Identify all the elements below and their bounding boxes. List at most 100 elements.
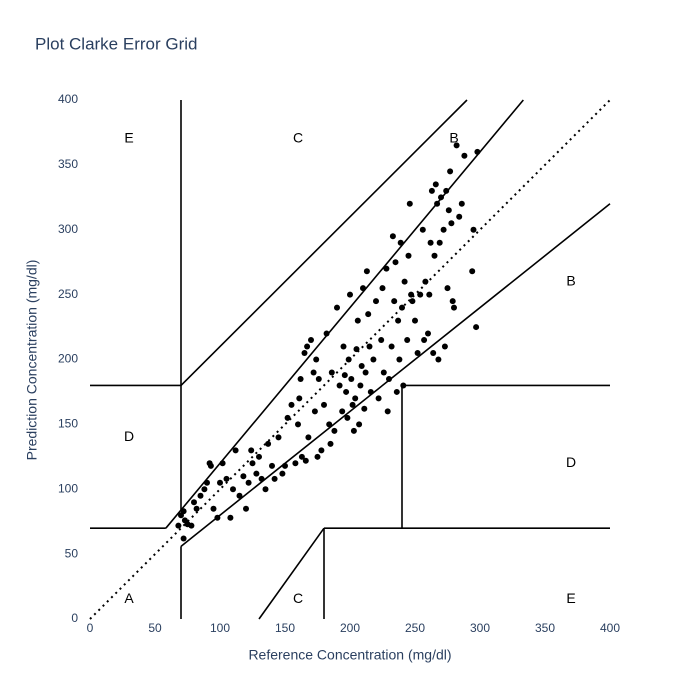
point [404,337,411,344]
point [358,362,365,369]
point [321,401,327,408]
y-tick-label: 300 [58,222,78,236]
point [432,181,439,188]
point [282,462,288,469]
point [279,470,286,477]
x-axis-title: Reference Concentration (mg/dl) [248,647,451,663]
zone-boundary [180,203,611,547]
x-tick-label: 150 [275,621,295,635]
point [445,207,452,214]
point [401,278,408,285]
point [249,460,256,467]
point [275,434,282,441]
x-tick-label: 200 [340,621,360,635]
point [243,505,249,512]
point [256,453,262,460]
point [393,388,400,395]
point [426,291,433,298]
point [360,285,366,292]
x-tick-label: 350 [535,621,555,635]
point [431,252,438,259]
point [302,457,309,464]
y-tick-label: 350 [58,157,78,171]
point [227,514,234,521]
point [425,330,431,337]
point [265,440,272,447]
point [373,298,379,305]
x-tick-label: 250 [405,621,425,635]
zone-label: B [566,272,575,288]
point [474,148,481,155]
point [301,350,308,357]
point [230,486,236,493]
point [204,479,210,486]
point [384,408,391,415]
point [315,375,322,382]
y-axis-title: Prediction Concentration (mg/dl) [24,260,40,461]
point [292,460,299,467]
point [451,304,457,311]
point [311,408,318,415]
point [389,233,396,240]
point [375,395,382,402]
point [344,414,351,421]
point [441,343,448,350]
point [339,408,346,415]
point [378,337,385,344]
point [308,337,314,344]
point [348,375,355,382]
point [214,514,221,521]
point [396,356,403,363]
point [440,226,447,233]
point [341,372,348,379]
point [207,462,214,469]
y-tick-label: 50 [65,546,79,560]
point [258,475,265,482]
y-tick-label: 150 [58,417,78,431]
point [388,343,395,350]
x-tick-label: 0 [87,621,94,635]
point [248,447,255,454]
point [328,369,335,376]
y-tick-label: 0 [71,611,78,625]
point [284,414,291,421]
y-tick-label: 200 [58,352,78,366]
point [193,505,200,512]
point [295,421,301,428]
point [352,395,359,402]
point [438,194,444,201]
point [380,369,387,376]
y-tick-label: 400 [58,92,78,106]
point [370,356,377,363]
point [347,291,353,298]
point [461,152,468,159]
point [201,486,208,493]
zone-label: E [566,590,575,606]
point [458,200,465,207]
point [223,475,230,482]
point [323,330,330,337]
point [453,142,460,149]
point [188,522,195,529]
point [444,285,451,292]
point [318,447,325,454]
point [297,375,304,382]
zone-label: C [293,130,303,146]
zone-label: D [566,454,576,470]
point [366,343,373,350]
point [421,337,428,344]
zone-boundary [258,527,325,620]
point [334,304,340,311]
point [395,317,402,324]
point [397,239,404,246]
point [434,200,441,207]
point [400,382,407,389]
point [345,356,352,363]
point [354,317,361,324]
point [428,187,435,194]
point [232,447,239,454]
point [350,427,357,434]
point [236,492,243,499]
point [326,421,333,428]
point [436,239,443,246]
